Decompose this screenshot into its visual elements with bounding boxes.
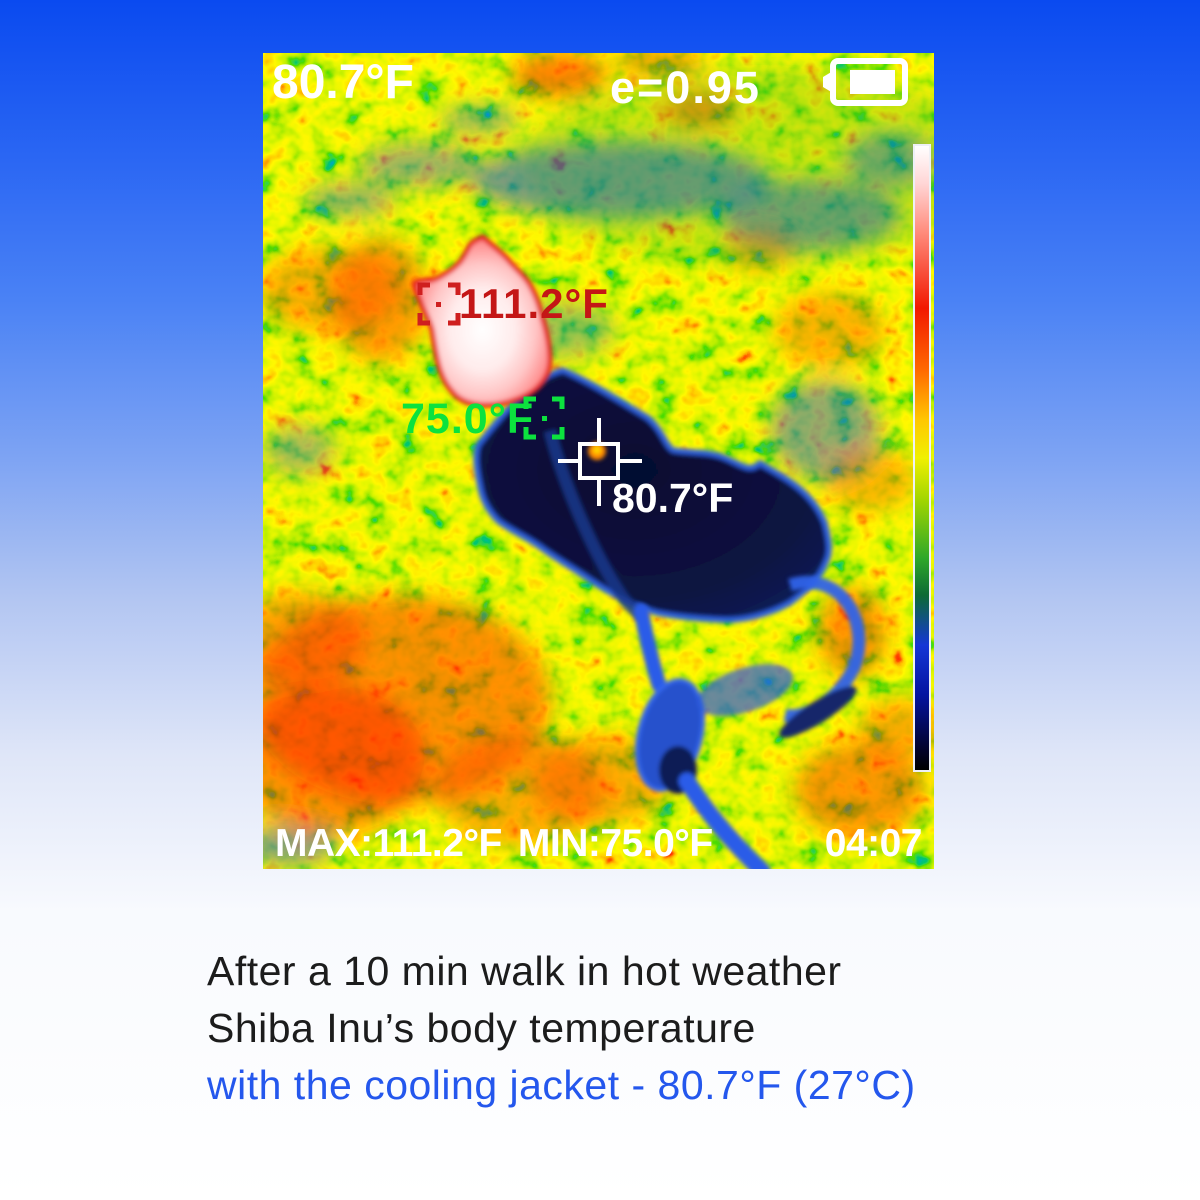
leash-shape (633, 603, 667, 693)
center-crosshair-icon (558, 418, 642, 506)
thermal-footer: MAX:111.2°F MIN:75.0°F 04:07 (263, 822, 934, 864)
thermal-camera-image: 80.7°F e=0.95 111.2°F 75.0°F 80.7°F (263, 53, 934, 869)
caption-line-1: After a 10 min walk in hot weather (207, 948, 842, 994)
caption-line-2: Shiba Inu’s body temperature (207, 1005, 756, 1051)
clock-readout: 04:07 (824, 821, 923, 865)
hot-spot-temp: 111.2°F (459, 280, 609, 327)
temperature-scale-bar (913, 144, 931, 772)
hot-spot-marker-icon (417, 282, 461, 326)
cold-spot-temp: 75.0°F (401, 395, 535, 443)
cold-spot-marker-icon (523, 396, 565, 440)
dog-head-hot-shape (412, 233, 553, 408)
main-temp-readout: 80.7°F (272, 56, 414, 109)
max-temp-readout: MAX:111.2°F (275, 821, 502, 865)
center-temp: 80.7°F (612, 475, 734, 521)
caption-line-3: with the cooling jacket - 80.7°F (27°C) (207, 1062, 916, 1108)
emissivity-readout: e=0.95 (610, 62, 761, 113)
min-temp-readout: MIN:75.0°F (517, 821, 713, 865)
thermal-scene (263, 53, 934, 869)
battery-icon (823, 58, 908, 106)
caption: After a 10 min walk in hot weather Shiba… (207, 943, 916, 1114)
